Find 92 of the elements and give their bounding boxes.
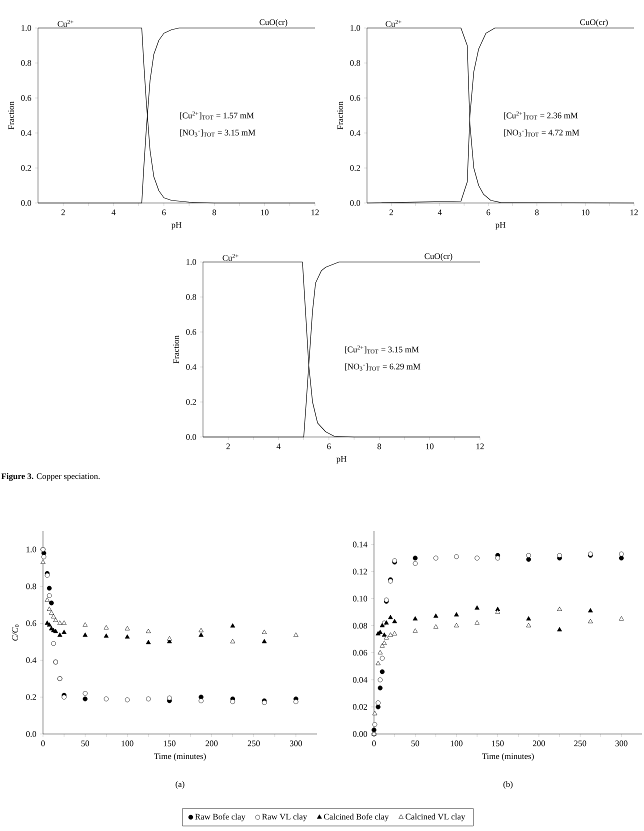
y-tick-label: 0.8 (21, 60, 32, 66)
y-tick-label: 0.2 (186, 399, 196, 405)
x-tick-label: 300 (615, 740, 628, 746)
series-label: CuO(cr) (260, 19, 288, 27)
annotation: [NO$_{3}$$^{-}$]$_{TOT}$ = 3.15 mM (180, 129, 256, 137)
x-tick-label: 12 (630, 210, 638, 216)
x-tick-label: 2 (390, 210, 393, 216)
x-axis-title: Time (minutes) (154, 753, 206, 761)
x-axis-title: pH (495, 222, 506, 230)
y-tick-label: 0.0 (350, 200, 360, 206)
y-tick-label: 0.4 (186, 364, 196, 370)
x-tick-label: 10 (426, 444, 434, 450)
y-axis-title: Fraction (173, 335, 179, 364)
annotation: [Cu$^{2+}$]$_{TOT}$ = 2.36 mM (504, 112, 578, 120)
legend-label: Raw Bofe clay (195, 813, 246, 822)
x-tick-label: 200 (532, 740, 545, 746)
x-tick-label: 12 (476, 444, 484, 450)
y-tick-label: 0.2 (26, 694, 36, 700)
x-tick-label: 100 (122, 740, 134, 746)
x-tick-label: 6 (486, 210, 490, 216)
x-tick-label: 250 (574, 740, 586, 746)
x-tick-label: 8 (535, 210, 539, 216)
x-tick-label: 250 (248, 740, 260, 746)
y-tick-label: 0.0 (186, 434, 196, 440)
series-label: Cu$^{2+}$ (386, 20, 402, 27)
x-axis-title: Time (minutes) (482, 753, 534, 761)
x-tick-label: 2 (226, 444, 230, 450)
y-tick-label: 0.14 (352, 542, 368, 548)
x-tick-label: 50 (81, 740, 90, 746)
x-tick-label: 8 (377, 444, 382, 450)
y-tick-label: 0.8 (186, 294, 196, 300)
y-tick-label: 0.2 (21, 165, 31, 171)
x-axis-title: pH (171, 222, 182, 230)
y-tick-label: 0.4 (26, 657, 36, 664)
y-axis-title: Fraction (337, 101, 343, 130)
y-tick-label: 0.0 (21, 200, 32, 206)
y-tick-label: 0.2 (350, 165, 360, 171)
text: Figure 3. Copper speciation. (1, 473, 100, 481)
y-tick-label: 0.4 (21, 130, 32, 136)
text: (a) (176, 781, 184, 789)
x-tick-label: 0 (372, 740, 376, 746)
x-axis-title: pH (336, 456, 346, 464)
y-tick-label: 0.6 (21, 95, 32, 101)
x-tick-label: 12 (312, 210, 319, 216)
annotation: [NO$_{3}$$^{-}$]$_{TOT}$ = 4.72 mM (504, 129, 580, 137)
x-tick-label: 6 (162, 210, 166, 216)
x-tick-label: 4 (276, 444, 281, 450)
y-tick-label: 0.00 (352, 731, 368, 737)
x-tick-label: 0 (41, 740, 45, 746)
legend-label: Raw VL clay (262, 814, 308, 822)
y-tick-label: 0.08 (352, 622, 368, 629)
y-axis-title: C/C$_{0}$ (12, 624, 19, 641)
annotation: [Cu$^{2+}$]$_{TOT}$ = 3.15 mM (345, 346, 419, 354)
y-tick-label: 0.8 (26, 583, 36, 590)
y-tick-label: 1.0 (350, 25, 360, 31)
y-tick-label: 0.04 (352, 676, 368, 683)
annotation: [Cu$^{2+}$]$_{TOT}$ = 1.57 mM (180, 112, 254, 120)
text: (b) (503, 781, 513, 789)
x-tick-label: 6 (327, 444, 331, 450)
series-label: Cu$^{2+}$ (58, 20, 74, 27)
annotation: [NO$_{3}$$^{-}$]$_{TOT}$ = 6.29 mM (345, 363, 420, 371)
y-tick-label: 0.6 (350, 95, 360, 101)
y-tick-label: 0.6 (26, 620, 36, 626)
y-tick-label: 0.10 (352, 596, 368, 602)
y-tick-label: 0.12 (352, 568, 367, 574)
y-tick-label: 1.0 (22, 25, 32, 31)
series-label: Cu$^{2+}$ (222, 254, 238, 261)
x-tick-label: 100 (450, 740, 462, 746)
x-tick-label: 10 (261, 210, 269, 216)
x-tick-label: 200 (206, 740, 218, 746)
x-tick-label: 150 (492, 740, 504, 746)
x-tick-label: 4 (438, 210, 442, 216)
x-tick-label: 4 (112, 210, 116, 216)
legend-label: Calcined Bofe clay (324, 813, 389, 822)
x-tick-label: 10 (582, 210, 590, 216)
series-label: CuO(cr) (424, 253, 452, 261)
y-tick-label: 0.6 (186, 329, 196, 335)
y-tick-label: 1.0 (26, 546, 36, 552)
series-label: CuO(cr) (580, 19, 608, 27)
x-tick-label: 8 (212, 210, 216, 216)
x-tick-label: 300 (290, 740, 302, 746)
x-tick-label: 2 (61, 210, 65, 216)
y-tick-label: 0.4 (350, 130, 360, 136)
legend-label: Calcined VL clay (406, 814, 466, 822)
x-tick-label: 50 (411, 740, 420, 746)
y-tick-label: 0.02 (352, 704, 367, 710)
y-tick-label: 0.0 (26, 731, 36, 737)
y-tick-label: 1.0 (186, 259, 196, 265)
x-tick-label: 150 (164, 740, 176, 746)
y-tick-label: 0.8 (350, 60, 360, 66)
y-axis-title: Fraction (8, 101, 14, 130)
y-tick-label: 0.06 (352, 650, 368, 656)
